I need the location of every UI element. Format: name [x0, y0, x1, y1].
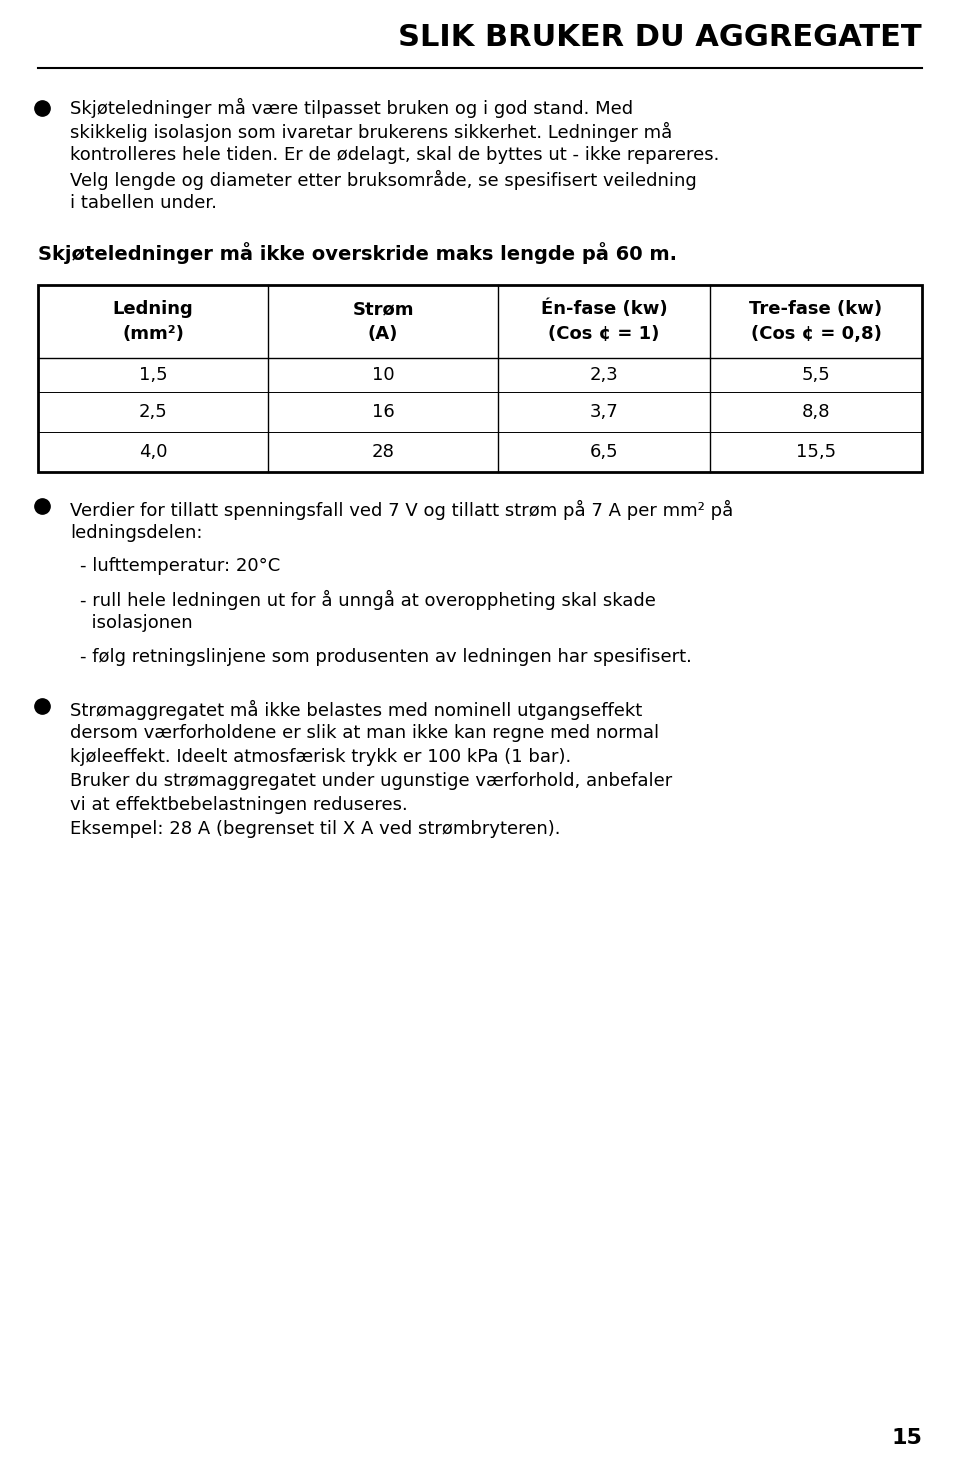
Text: 15: 15: [891, 1428, 922, 1448]
Text: ledningsdelen:: ledningsdelen:: [70, 524, 203, 542]
Text: Skjøteledninger må være tilpasset bruken og i god stand. Med: Skjøteledninger må være tilpasset bruken…: [70, 99, 634, 118]
Text: Eksempel: 28 A (begrenset til X A ved strømbryteren).: Eksempel: 28 A (begrenset til X A ved st…: [70, 820, 561, 838]
Text: 16: 16: [372, 403, 395, 421]
Text: Bruker du strømaggregatet under ugunstige værforhold, anbefaler: Bruker du strømaggregatet under ugunstig…: [70, 771, 672, 790]
Text: - rull hele ledningen ut for å unngå at overoppheting skal skade: - rull hele ledningen ut for å unngå at …: [80, 590, 656, 609]
Text: SLIK BRUKER DU AGGREGATET: SLIK BRUKER DU AGGREGATET: [398, 24, 922, 53]
Text: - lufttemperatur: 20°C: - lufttemperatur: 20°C: [80, 556, 280, 576]
Text: 15,5: 15,5: [796, 443, 836, 461]
Text: kjøleeffekt. Ideelt atmosfærisk trykk er 100 kPa (1 bar).: kjøleeffekt. Ideelt atmosfærisk trykk er…: [70, 748, 571, 765]
Text: Verdier for tillatt spenningsfall ved 7 V og tillatt strøm på 7 A per mm² på: Verdier for tillatt spenningsfall ved 7 …: [70, 500, 733, 520]
Text: 8,8: 8,8: [802, 403, 830, 421]
Text: 10: 10: [372, 367, 395, 384]
Text: 2,5: 2,5: [138, 403, 167, 421]
Text: Ledning
(mm²): Ledning (mm²): [112, 300, 193, 343]
Text: Strøm
(A): Strøm (A): [352, 300, 414, 343]
Text: skikkelig isolasjon som ivaretar brukerens sikkerhet. Ledninger må: skikkelig isolasjon som ivaretar brukere…: [70, 122, 672, 143]
Text: kontrolleres hele tiden. Er de ødelagt, skal de byttes ut - ikke repareres.: kontrolleres hele tiden. Er de ødelagt, …: [70, 146, 719, 163]
Text: Tre-fase (kw)
(Cos ¢ = 0,8): Tre-fase (kw) (Cos ¢ = 0,8): [750, 300, 882, 343]
Text: 2,3: 2,3: [589, 367, 618, 384]
Text: Strømaggregatet må ikke belastes med nominell utgangseffekt: Strømaggregatet må ikke belastes med nom…: [70, 701, 642, 720]
Text: 3,7: 3,7: [589, 403, 618, 421]
Text: Skjøteledninger må ikke overskride maks lengde på 60 m.: Skjøteledninger må ikke overskride maks …: [38, 241, 677, 263]
Text: Velg lengde og diameter etter bruksområde, se spesifisert veiledning: Velg lengde og diameter etter bruksområd…: [70, 169, 697, 190]
Text: 5,5: 5,5: [802, 367, 830, 384]
Text: 1,5: 1,5: [138, 367, 167, 384]
Text: vi at effektbebelastningen reduseres.: vi at effektbebelastningen reduseres.: [70, 796, 408, 814]
Text: 4,0: 4,0: [139, 443, 167, 461]
Text: 6,5: 6,5: [589, 443, 618, 461]
Text: Én-fase (kw)
(Cos ¢ = 1): Én-fase (kw) (Cos ¢ = 1): [540, 300, 667, 343]
Text: i tabellen under.: i tabellen under.: [70, 194, 217, 212]
Bar: [38, 286, 922, 473]
Text: isolasjonen: isolasjonen: [80, 614, 193, 631]
Text: 28: 28: [372, 443, 395, 461]
Text: dersom værforholdene er slik at man ikke kan regne med normal: dersom værforholdene er slik at man ikke…: [70, 724, 660, 742]
Text: - følg retningslinjene som produsenten av ledningen har spesifisert.: - følg retningslinjene som produsenten a…: [80, 648, 692, 665]
